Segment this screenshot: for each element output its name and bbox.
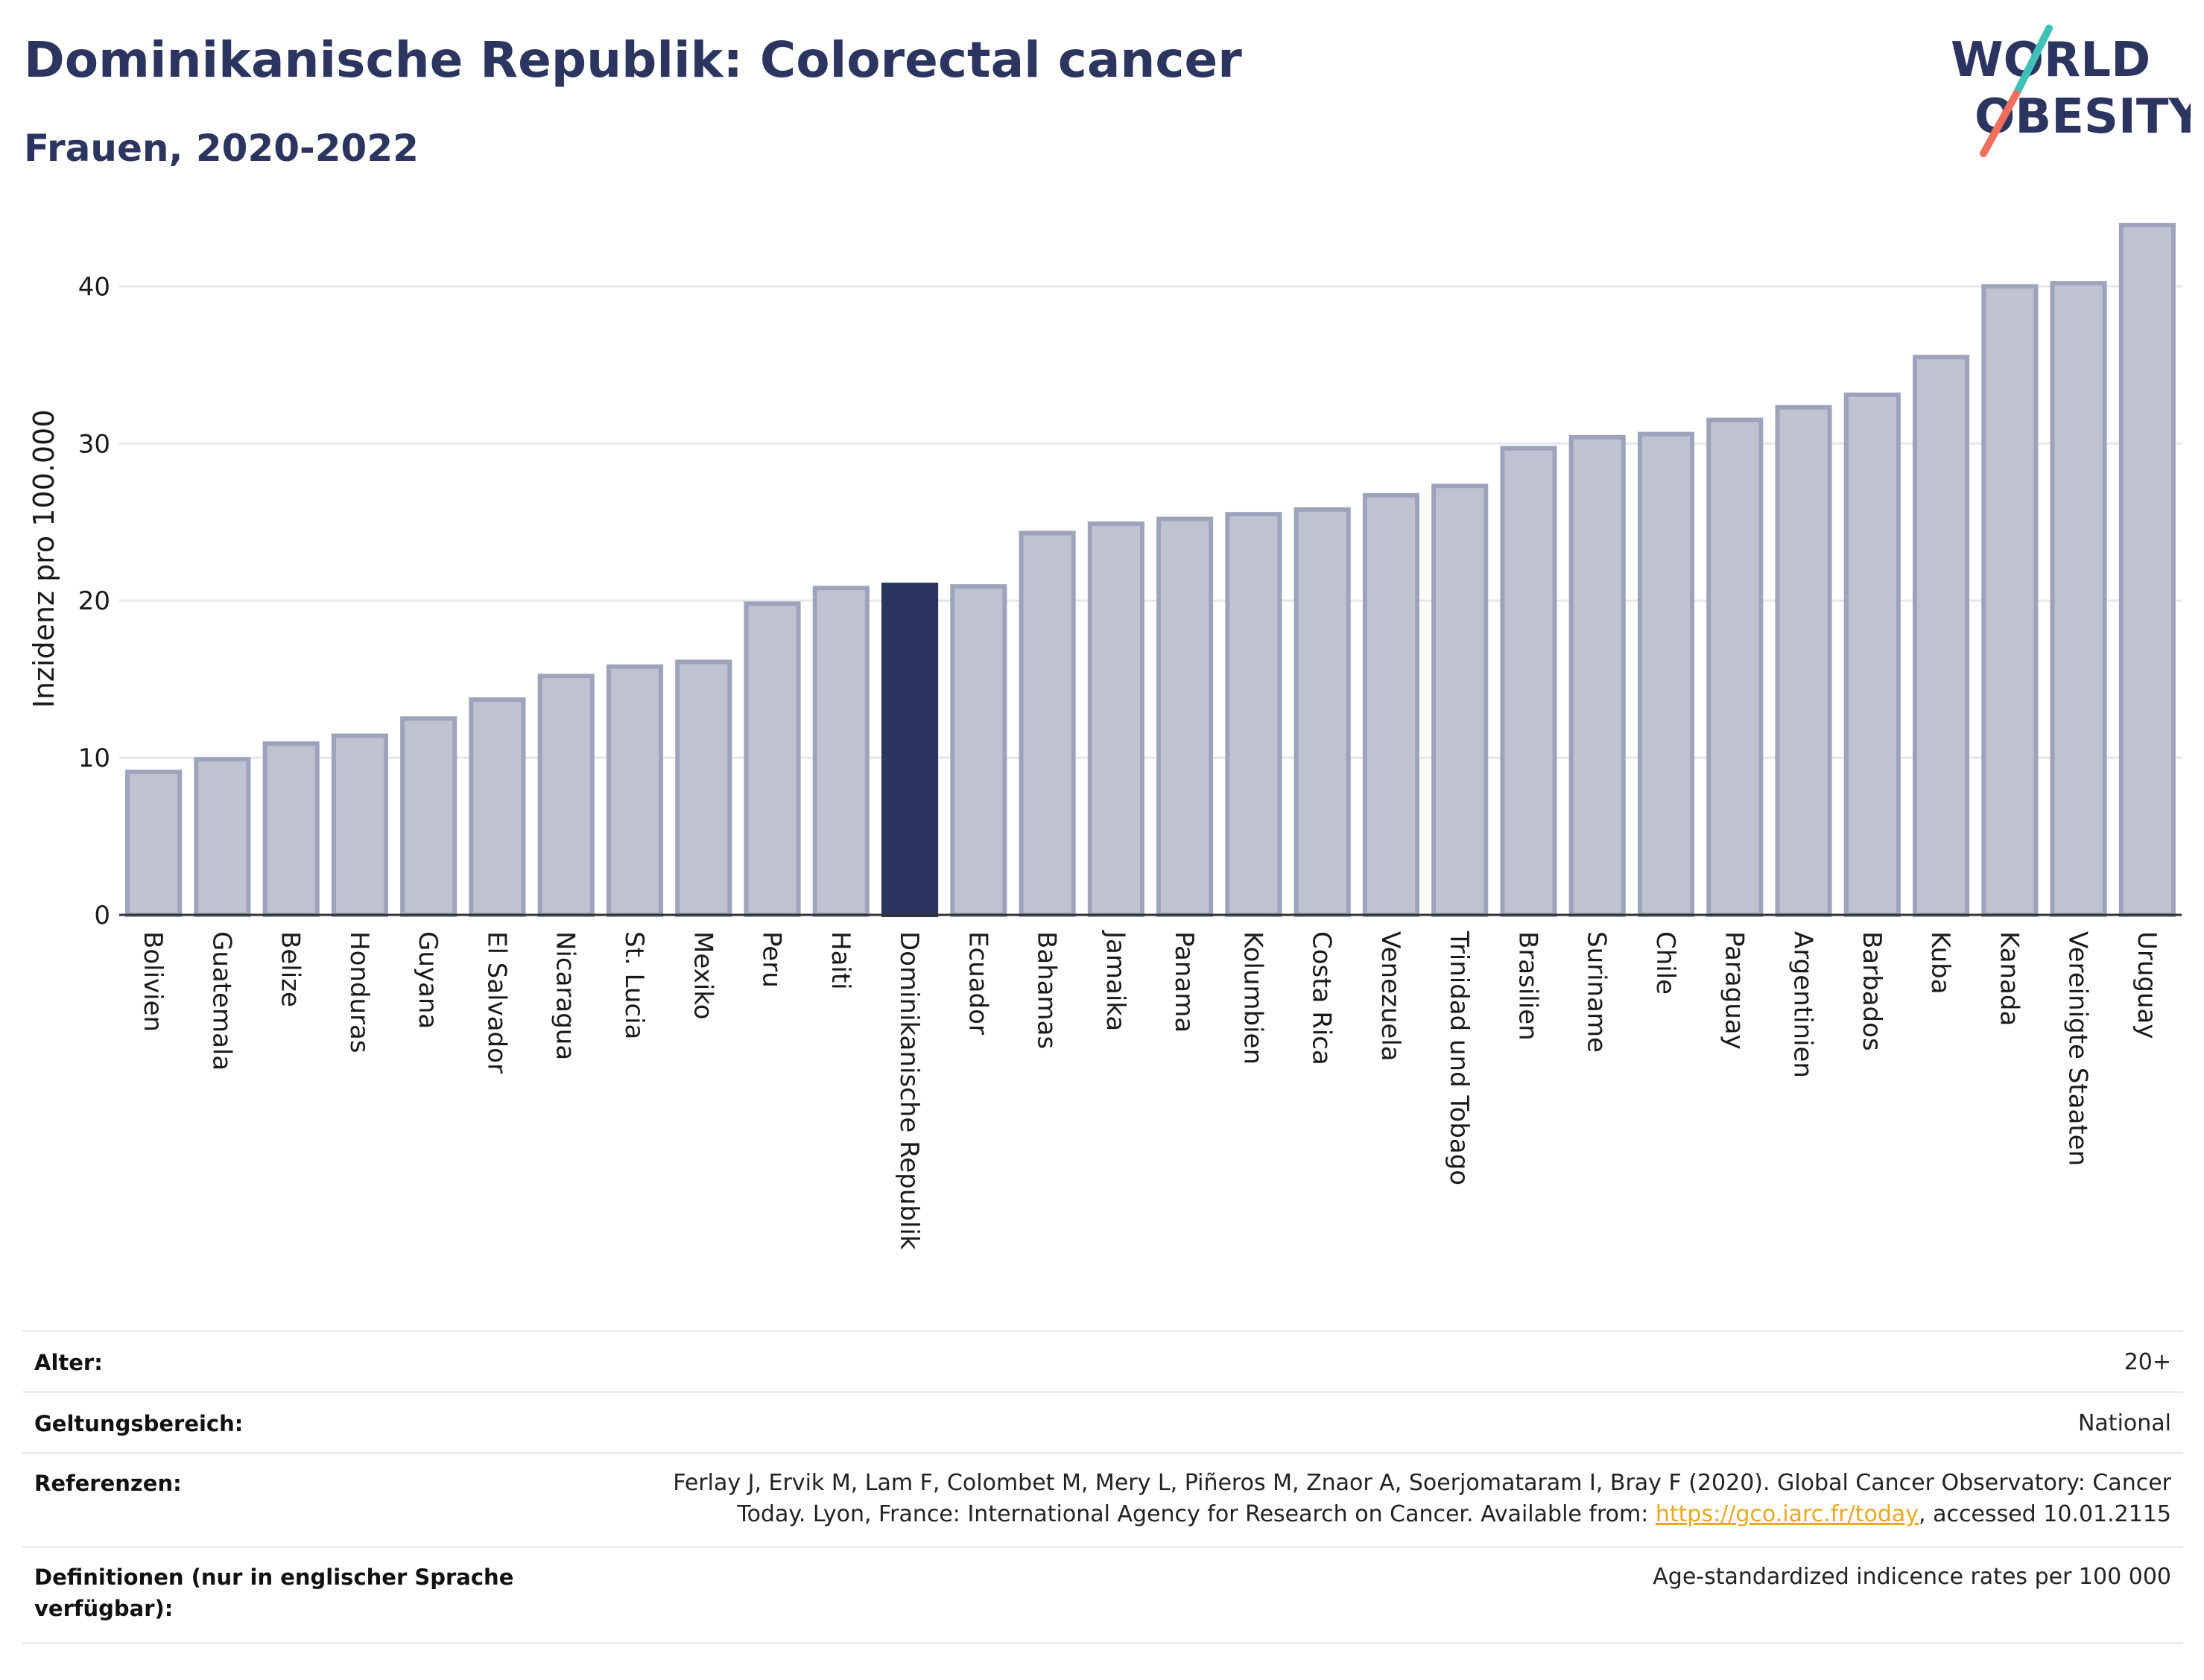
definitions-label: Definitionen (nur in englischer Sprache … (34, 1562, 513, 1624)
bar-guyana[interactable] (400, 716, 457, 917)
bar-trinidad-und-tobago[interactable] (1431, 484, 1489, 917)
bar-bolivien[interactable] (125, 770, 183, 918)
bar-guatemala[interactable] (194, 757, 251, 918)
bar-venezuela[interactable] (1362, 492, 1419, 917)
bar-vereinigte-staaten[interactable] (2050, 281, 2107, 917)
x-tick-label: Belize (276, 931, 305, 1007)
x-tick-label: Panama (1169, 931, 1199, 1033)
bar-mexiko[interactable] (675, 659, 732, 917)
x-tick-label: Bahamas (1032, 931, 1062, 1049)
x-tick-label: Kuba (1925, 931, 1955, 995)
bar-costa-rica[interactable] (1293, 507, 1351, 917)
y-tick-label: 20 (78, 586, 110, 616)
definitions-value: Age-standardized indicence rates per 100… (1653, 1564, 2171, 1590)
age-label: Alter: (34, 1350, 103, 1375)
x-tick-label: Dominikanische Republik (894, 931, 924, 1250)
y-axis-label: Inzidenz pro 100.000 (28, 410, 60, 709)
meta-row-references: Referenzen: Ferlay J, Ervik M, Lam F, Co… (22, 1452, 2183, 1548)
y-tick-label: 30 (78, 429, 110, 459)
references-link[interactable]: https://gco.iarc.fr/today (1655, 1501, 1919, 1527)
x-tick-label: Trinidad und Tobago (1444, 931, 1474, 1185)
meta-row-definitions: Definitionen (nur in englischer Sprache … (22, 1546, 2183, 1644)
bar-kanada[interactable] (1981, 284, 2039, 917)
x-tick-label: Venezuela (1375, 931, 1405, 1062)
scope-label: Geltungsbereich: (34, 1411, 244, 1436)
y-tick-label: 0 (94, 901, 110, 931)
bar-uruguay[interactable] (2118, 223, 2176, 918)
x-tick-label: El Salvador (481, 931, 511, 1074)
x-tick-label: Barbados (1857, 931, 1887, 1051)
bar-jamaika[interactable] (1087, 521, 1144, 917)
bar-honduras[interactable] (331, 733, 388, 918)
scope-value: National (2077, 1410, 2171, 1436)
y-tick-label: 10 (78, 744, 110, 773)
x-tick-label: Peru (757, 931, 787, 988)
x-tick-label: Honduras (344, 931, 374, 1053)
bar-panama[interactable] (1156, 516, 1214, 917)
meta-row-scope: Geltungsbereich: National (22, 1391, 2183, 1454)
bar-nicaragua[interactable] (537, 673, 595, 917)
x-tick-label: Argentinien (1788, 931, 1818, 1078)
references-line-2: Today. Lyon, France: International Agenc… (673, 1499, 2171, 1530)
bar-dominikanische-republik[interactable] (881, 583, 939, 917)
x-tick-label: Kolumbien (1238, 931, 1267, 1065)
bar-suriname[interactable] (1568, 434, 1626, 917)
x-tick-label: Jamaika (1101, 930, 1130, 1031)
bar-bahamas[interactable] (1019, 530, 1076, 917)
x-tick-label: Costa Rica (1307, 931, 1337, 1065)
x-tick-label: Uruguay (2132, 931, 2162, 1039)
references-value: Ferlay J, Ervik M, Lam F, Colombet M, Me… (673, 1468, 2171, 1530)
bar-peru[interactable] (744, 601, 801, 918)
x-tick-label: Paraguay (1719, 931, 1749, 1050)
references-label: Referenzen: (34, 1471, 182, 1496)
gridlines (119, 285, 2182, 759)
references-line-2-text: Today. Lyon, France: International Agenc… (737, 1501, 1656, 1527)
x-tick-label: Kanada (1994, 931, 2024, 1026)
axes: 0 10 20 30 40 Bolivien Guatemala Belize Honduras… (78, 272, 2182, 1250)
x-tick-label: Ecuador (963, 931, 992, 1035)
references-line-2-end: , accessed 10.01.2115 (1919, 1501, 2171, 1527)
definitions-label-line-2: verfügbar): (34, 1596, 174, 1621)
x-tick-label: Nicaragua (551, 931, 580, 1060)
meta-row-age: Alter: 20+ (22, 1330, 2183, 1393)
x-tick-label: Brasilien (1513, 931, 1542, 1041)
bar-kuba[interactable] (1913, 355, 1970, 918)
bar-st-lucia[interactable] (606, 664, 664, 917)
x-tick-label: St. Lucia (619, 931, 649, 1039)
x-tick-label: Guyana (413, 931, 443, 1029)
bar-brasilien[interactable] (1500, 446, 1557, 917)
bar-chart: 0 10 20 30 40 Bolivien Guatemala Belize Honduras… (28, 223, 2182, 1250)
world-obesity-logo: WORLD OBESITY (1951, 25, 2191, 157)
bar-belize[interactable] (262, 741, 320, 917)
x-tick-label: Chile (1650, 931, 1680, 995)
logo-slash-teal (2013, 25, 2053, 98)
bars (125, 223, 2176, 918)
chart-subtitle: Frauen, 2020-2022 (24, 127, 419, 170)
x-tick-label: Mexiko (688, 931, 718, 1020)
x-tick-label: Haiti (826, 931, 855, 990)
bar-haiti[interactable] (812, 586, 870, 917)
bar-argentinien[interactable] (1775, 405, 1832, 917)
bar-chile[interactable] (1637, 431, 1695, 917)
y-tick-label: 40 (78, 272, 110, 302)
chart-title: Dominikanische Republik: Colorectal canc… (24, 31, 1242, 89)
logo-word-1: WORLD (1951, 33, 2150, 88)
x-tick-label: Bolivien (138, 931, 168, 1032)
bar-ecuador[interactable] (950, 584, 1007, 917)
x-tick-label: Guatemala (206, 931, 236, 1071)
age-value: 20+ (2124, 1349, 2171, 1375)
bar-paraguay[interactable] (1706, 417, 1764, 917)
bar-el-salvador[interactable] (469, 697, 526, 918)
logo-slash-coral (1980, 90, 2020, 157)
x-tick-label: Vereinigte Staaten (2063, 931, 2093, 1166)
x-tick-label: Suriname (1582, 931, 1612, 1053)
bar-kolumbien[interactable] (1225, 512, 1282, 917)
definitions-label-line-1: Definitionen (nur in englischer Sprache (34, 1565, 514, 1590)
bar-barbados[interactable] (1843, 392, 1901, 917)
references-line-1: Ferlay J, Ervik M, Lam F, Colombet M, Me… (673, 1470, 2171, 1496)
